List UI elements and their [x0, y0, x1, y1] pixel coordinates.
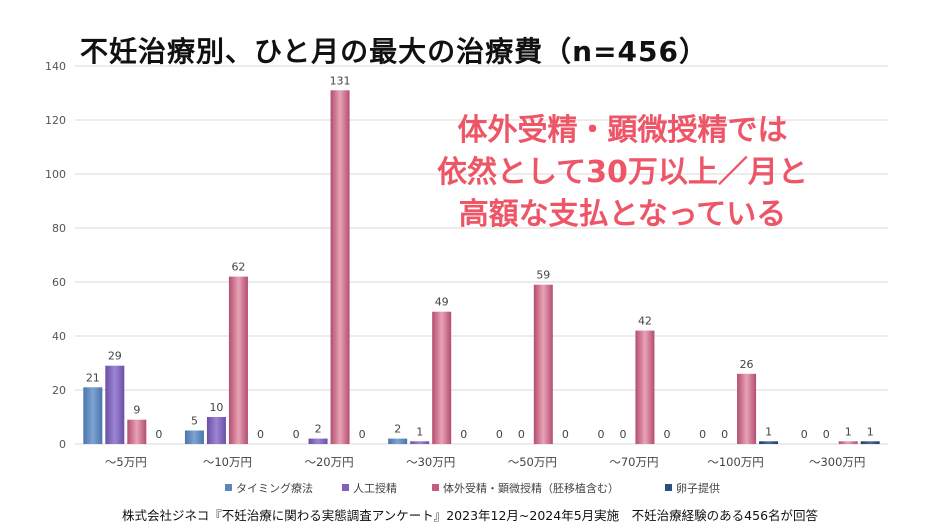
bar — [860, 441, 880, 444]
data-label: 62 — [231, 261, 245, 274]
data-label: 59 — [536, 269, 550, 282]
y-tick-label: 20 — [52, 384, 66, 397]
bar — [308, 438, 328, 444]
bar — [228, 276, 248, 444]
data-label: 2 — [315, 423, 322, 436]
bar — [127, 419, 147, 444]
x-tick-label: ～300万円 — [809, 455, 865, 469]
y-tick-label: 60 — [52, 276, 66, 289]
data-label: 21 — [86, 371, 100, 384]
bar — [737, 373, 757, 444]
data-label: 26 — [740, 358, 754, 371]
legend: タイミング療法 人工授精 体外受精・顕微授精（胚移植含む） 卵子提供 — [225, 481, 720, 495]
legend-swatch — [665, 484, 672, 491]
data-label: 49 — [435, 296, 449, 309]
legend-swatch — [342, 484, 349, 491]
bar — [105, 365, 125, 444]
bar — [432, 311, 452, 444]
data-label: 0 — [619, 428, 626, 441]
data-label: 10 — [209, 401, 223, 414]
callout-text: 体外受精・顕微授精では 依然として30万以上／月と 高額な支払となっている — [395, 110, 850, 236]
x-tick-label: ～10万円 — [203, 455, 252, 469]
bar — [410, 441, 430, 444]
data-label: 0 — [257, 428, 264, 441]
y-tick-label: 80 — [52, 222, 66, 235]
legend-swatch — [432, 484, 439, 491]
bar — [759, 441, 779, 444]
legend-label: タイミング療法 — [236, 481, 313, 495]
x-tick-label: ～70万円 — [609, 455, 658, 469]
y-tick-label: 140 — [45, 60, 66, 73]
y-tick-label: 40 — [52, 330, 66, 343]
data-label: 0 — [823, 428, 830, 441]
x-axis-ticks: ～5万円 ～10万円 ～20万円 ～30万円 ～50万円 ～70万円 ～100万円 ～300万… — [105, 455, 866, 469]
x-tick-label: ～100万円 — [707, 455, 763, 469]
callout-line-2: 依然として30万以上／月と — [437, 155, 808, 190]
data-label: 0 — [496, 428, 503, 441]
y-tick-label: 120 — [45, 114, 66, 127]
data-label: 42 — [638, 315, 652, 328]
data-label: 1 — [416, 425, 423, 438]
data-label: 1 — [765, 425, 772, 438]
bar — [330, 90, 350, 445]
legend-swatch — [225, 484, 232, 491]
legend-label: 卵子提供 — [676, 481, 720, 495]
data-label: 0 — [801, 428, 808, 441]
data-label: 0 — [663, 428, 670, 441]
bar — [184, 430, 204, 444]
bar — [388, 438, 408, 444]
bar — [533, 284, 553, 444]
callout-line-1: 体外受精・顕微授精では — [457, 113, 788, 148]
callout-line-3: 高額な支払となっている — [458, 197, 787, 232]
data-label: 2 — [394, 423, 401, 436]
data-label: 0 — [155, 428, 162, 441]
data-label: 0 — [518, 428, 525, 441]
y-tick-label: 0 — [59, 438, 66, 451]
bar — [206, 417, 226, 444]
x-tick-label: ～30万円 — [406, 455, 455, 469]
data-label: 29 — [108, 350, 122, 363]
data-label: 131 — [330, 74, 351, 87]
data-label: 1 — [845, 425, 852, 438]
x-tick-label: ～50万円 — [508, 455, 557, 469]
bars — [83, 90, 880, 445]
bar — [635, 330, 655, 444]
data-label: 0 — [359, 428, 366, 441]
data-label: 0 — [721, 428, 728, 441]
legend-label: 体外受精・顕微授精（胚移植含む） — [443, 481, 619, 495]
y-tick-label: 100 — [45, 168, 66, 181]
legend-label: 人工授精 — [353, 481, 397, 495]
x-tick-label: ～5万円 — [105, 455, 147, 469]
data-label: 0 — [293, 428, 300, 441]
data-label: 9 — [133, 404, 140, 417]
data-label: 0 — [597, 428, 604, 441]
data-label: 0 — [562, 428, 569, 441]
y-axis-ticks: 0 20 40 60 80 100 120 140 — [45, 60, 66, 451]
data-label: 5 — [191, 415, 198, 428]
data-label: 0 — [460, 428, 467, 441]
grid-lines — [75, 65, 888, 445]
bar — [83, 387, 103, 444]
source-footnote: 株式会社ジネコ『不妊治療に関わる実態調査アンケート』2023年12月~2024年… — [121, 508, 819, 523]
x-tick-label: ～20万円 — [304, 455, 353, 469]
page-title: 不妊治療別、ひと月の最大の治療費（n=456） — [80, 35, 709, 68]
bar — [838, 441, 858, 444]
data-label: 1 — [867, 425, 874, 438]
data-label: 0 — [699, 428, 706, 441]
